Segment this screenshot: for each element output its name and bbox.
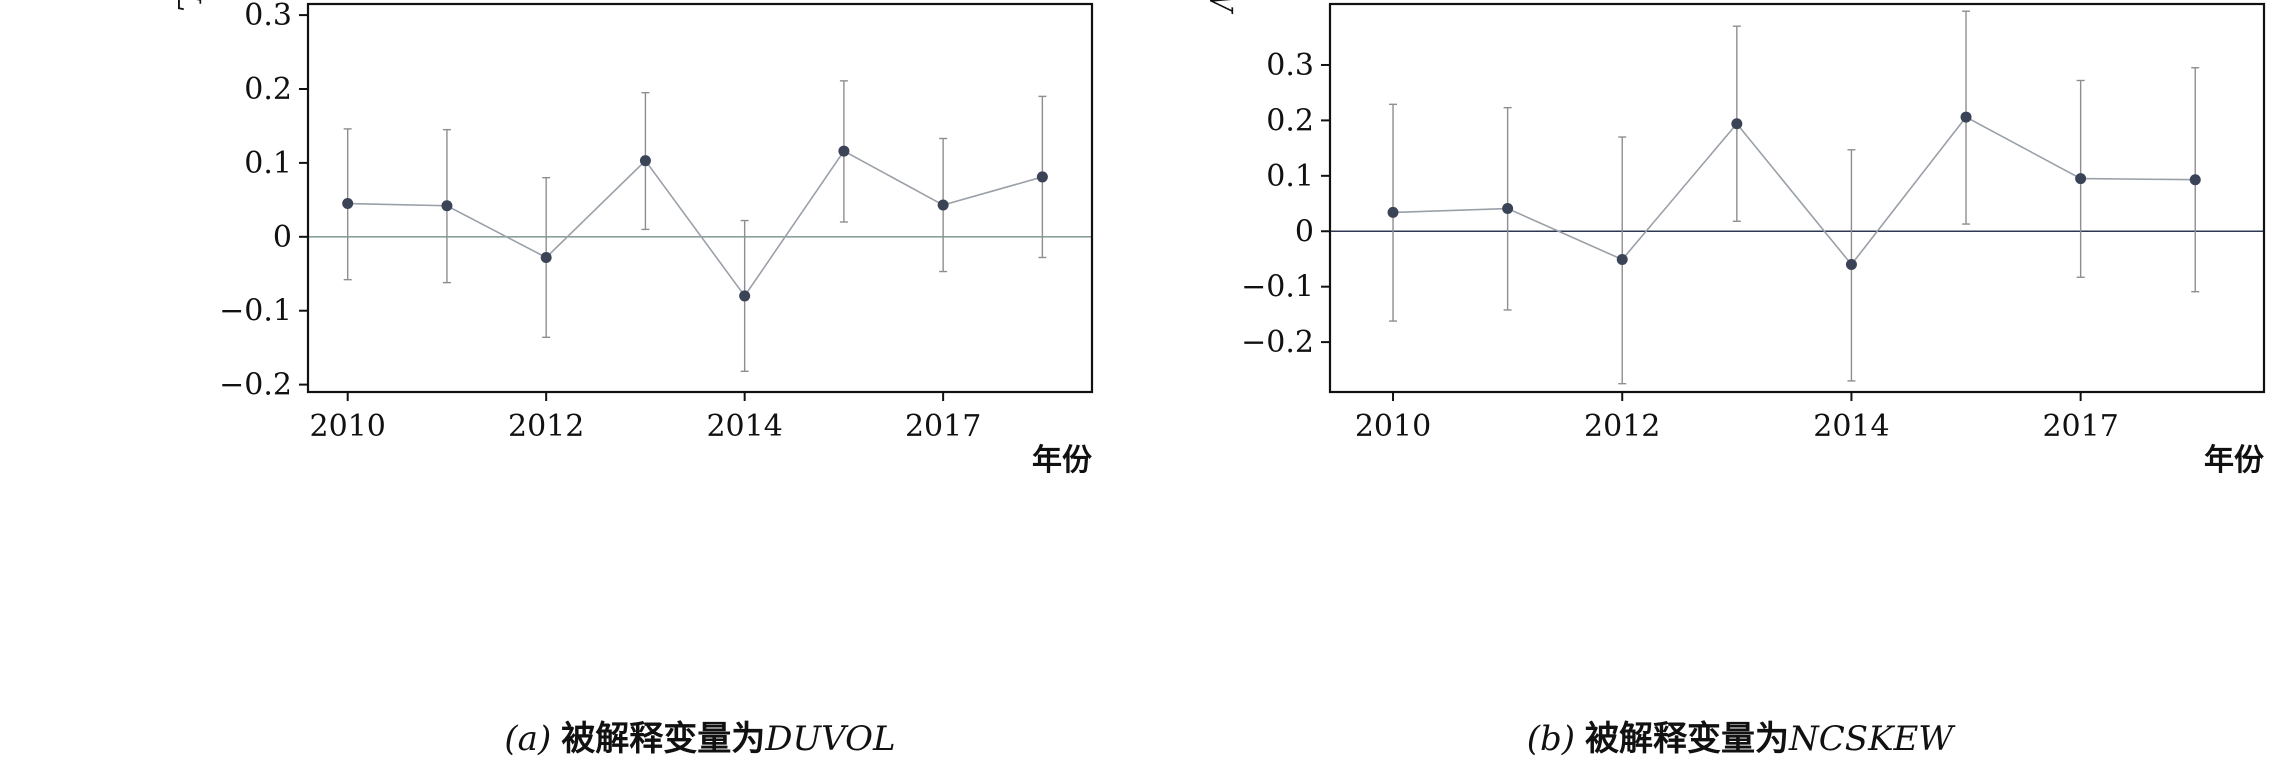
data-point — [1502, 203, 1514, 215]
caption-variable: DUVOL — [764, 719, 895, 759]
y-tick-label: 0 — [273, 220, 292, 255]
data-point — [937, 199, 949, 211]
x-tick-label: 2012 — [508, 409, 584, 444]
panel-caption: (b) 被解释变量为NCSKEW — [1527, 719, 1957, 759]
data-point — [1845, 259, 1857, 271]
data-point — [2189, 174, 2201, 186]
y-tick-label: 0.1 — [1266, 159, 1314, 194]
panel-b: −0.2 −0.1 0 0.1 0.2 0.3 2010 2012 2014 2017 NCSKEW… — [1202, 0, 2266, 759]
caption-prefix: 被解释变量为 — [1585, 719, 1789, 759]
x-tick-label: 2010 — [1355, 409, 1431, 444]
data-point — [2075, 173, 2087, 185]
data-point — [1731, 118, 1743, 130]
x-tick-label: 2017 — [905, 409, 981, 444]
data-point — [739, 290, 751, 302]
x-tick-label: 2012 — [1584, 409, 1660, 444]
data-point — [639, 155, 651, 167]
y-tick-label: 0.2 — [244, 72, 292, 107]
x-tick-label: 2017 — [2042, 409, 2118, 444]
data-point — [441, 200, 453, 212]
x-axis-label: 年份 — [2204, 443, 2264, 478]
data-point — [838, 145, 850, 157]
data-point — [1036, 171, 1048, 183]
data-point — [540, 251, 552, 263]
caption-panel-label: (a) — [504, 719, 551, 759]
y-tick-label: −0.1 — [219, 294, 292, 329]
panel-caption: (a) 被解释变量为DUVOL — [504, 719, 895, 759]
data-point — [1960, 111, 1972, 123]
data-point — [1616, 254, 1628, 266]
y-tick-label: −0.2 — [219, 368, 292, 403]
panel-a: −0.2 −0.1 0 0.1 0.2 0.3 2010 2012 2014 2017 DUVOL 年… — [170, 0, 1094, 759]
y-tick-label: 0.1 — [244, 146, 292, 181]
plot-frame — [306, 2, 1094, 394]
x-tick-label: 2010 — [310, 409, 386, 444]
y-tick-label: 0 — [1295, 214, 1314, 249]
y-tick-label: 0.3 — [1266, 48, 1314, 83]
y-tick-label: −0.1 — [1241, 270, 1314, 305]
plot-frame — [1328, 2, 2266, 394]
data-point — [1387, 206, 1399, 218]
x-axis-label: 年份 — [1032, 443, 1092, 478]
x-tick-label: 2014 — [706, 409, 782, 444]
data-point — [342, 198, 354, 210]
series-line — [1393, 116, 2196, 266]
y-tick-label: 0.2 — [1266, 103, 1314, 138]
y-axis-label: DUVOL — [170, 0, 208, 12]
caption-panel-label: (b) — [1527, 719, 1575, 759]
x-tick-label: 2014 — [1813, 409, 1889, 444]
caption-prefix: 被解释变量为 — [561, 719, 765, 759]
y-tick-label: 0.3 — [244, 0, 292, 33]
y-axis-label: NCSKEW — [1202, 0, 1240, 15]
series-line — [347, 150, 1043, 298]
caption-variable: NCSKEW — [1788, 719, 1956, 759]
y-tick-label: −0.2 — [1241, 325, 1314, 360]
